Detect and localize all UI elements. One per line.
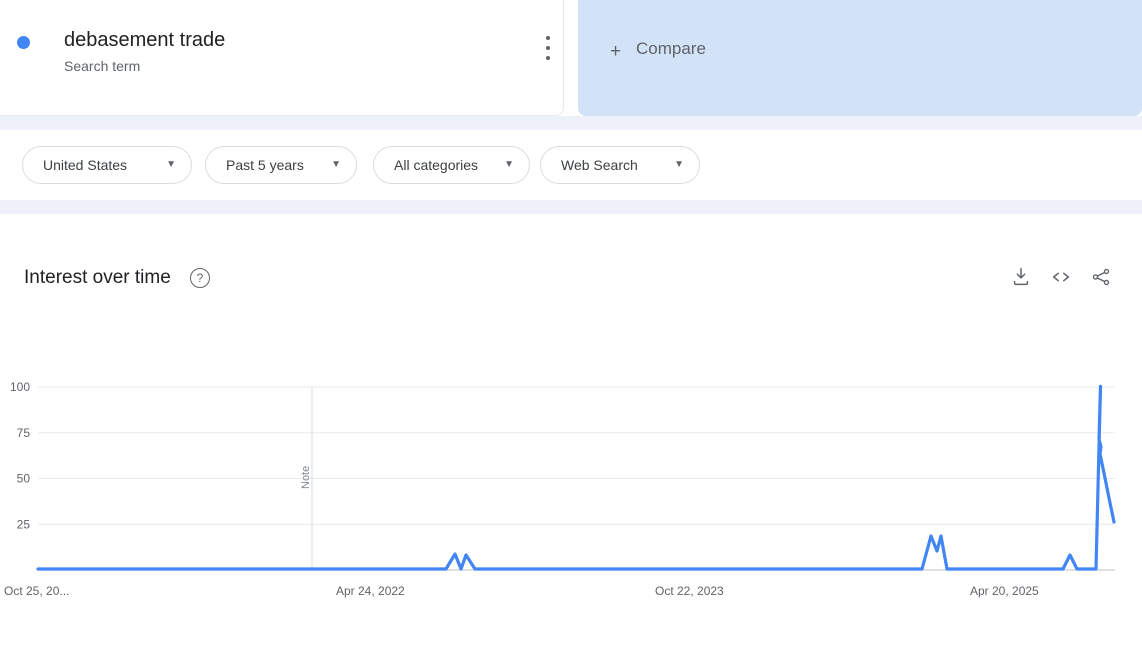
svg-text:25: 25 [17, 517, 31, 531]
svg-text:Oct 22, 2023: Oct 22, 2023 [655, 584, 724, 598]
svg-text:100: 100 [10, 380, 30, 394]
svg-text:Apr 20, 2025: Apr 20, 2025 [970, 584, 1039, 598]
svg-text:50: 50 [17, 472, 31, 486]
svg-text:75: 75 [17, 426, 31, 440]
svg-text:Oct 25, 20...: Oct 25, 20... [4, 584, 69, 598]
svg-text:Note: Note [300, 466, 312, 489]
svg-text:Apr 24, 2022: Apr 24, 2022 [336, 584, 405, 598]
